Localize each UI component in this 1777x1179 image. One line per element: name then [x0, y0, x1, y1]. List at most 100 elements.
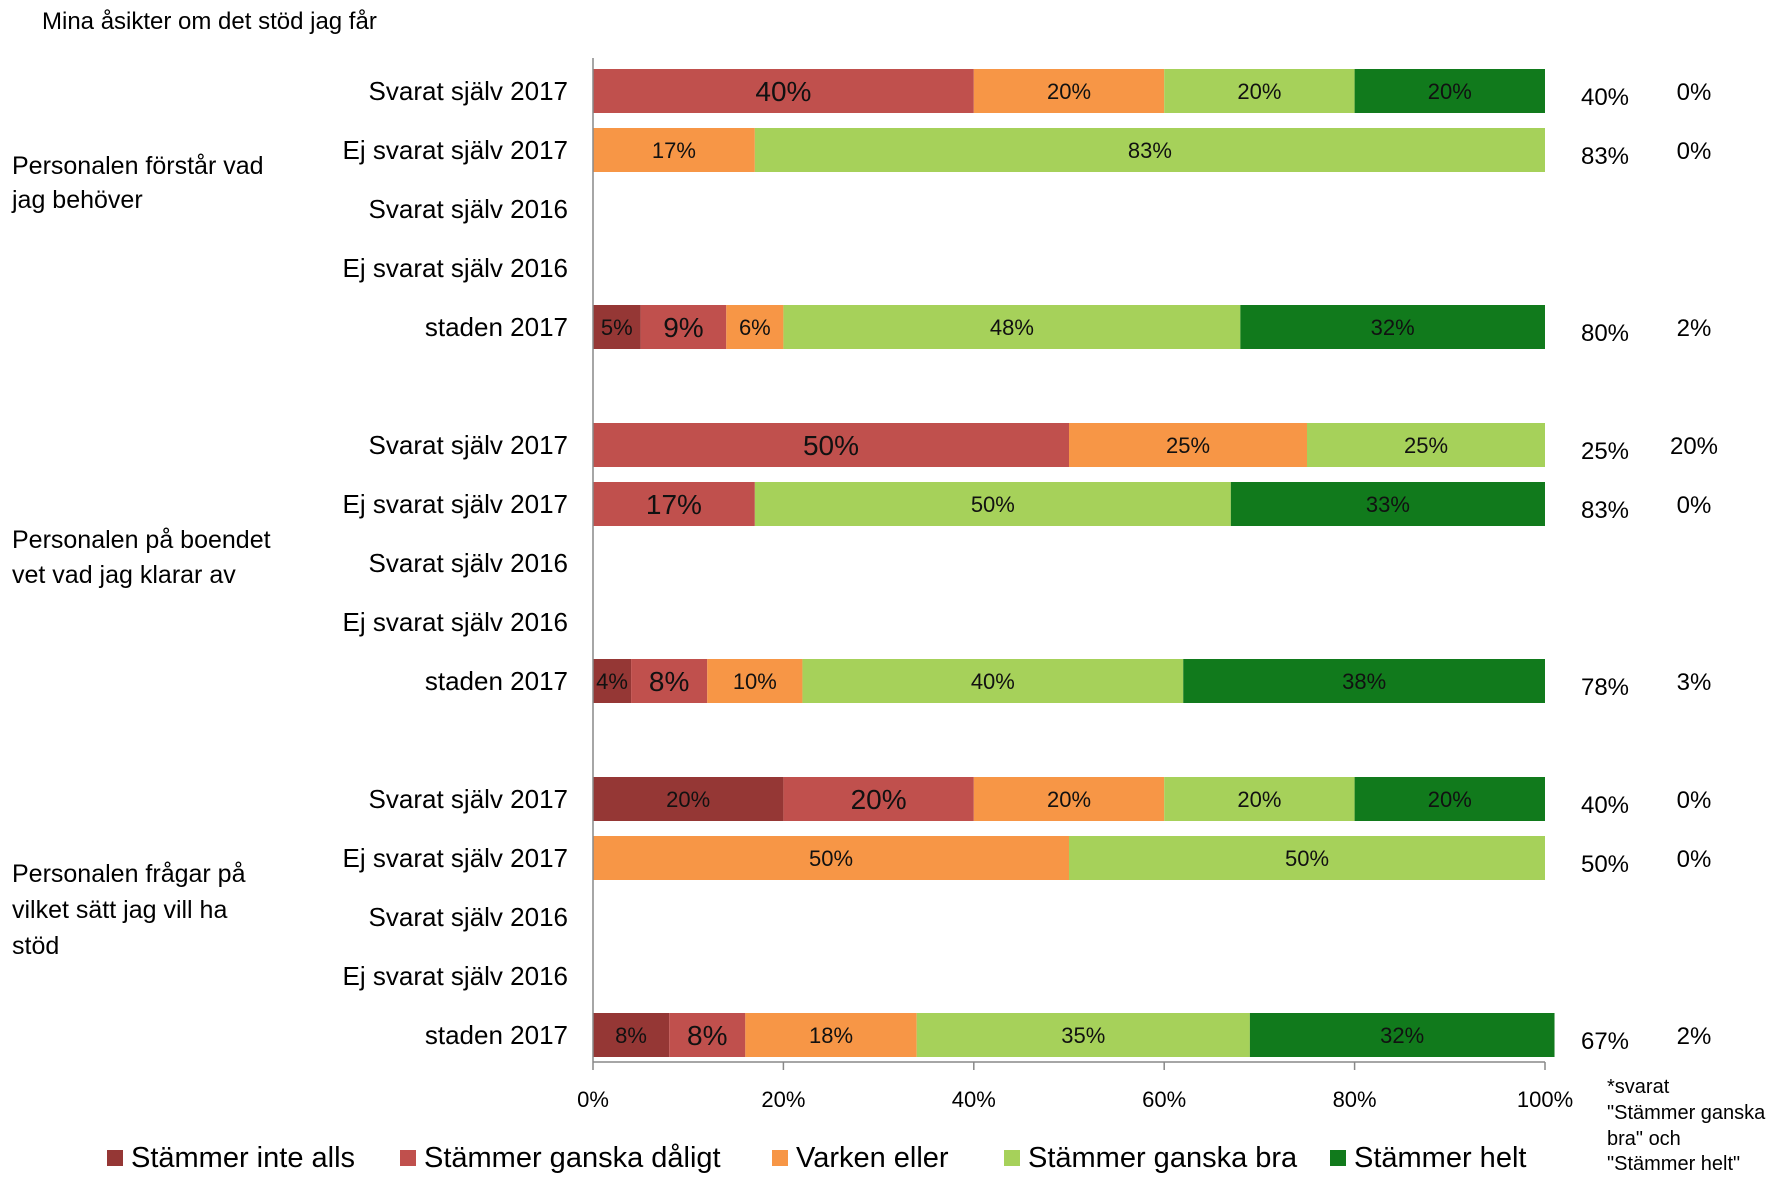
data-label: 20%	[1047, 79, 1091, 104]
data-label: 4%	[596, 669, 628, 694]
data-label: 20%	[666, 787, 710, 812]
summary-value-2: 0%	[1677, 492, 1712, 519]
category-label: Svarat själv 2016	[369, 194, 568, 224]
summary-value: 67%	[1581, 1028, 1629, 1055]
category-label: Ej svarat själv 2016	[343, 961, 568, 991]
bar-segment-varken-eller	[973, 69, 1165, 113]
x-tick-label: 40%	[952, 1087, 996, 1112]
bar-segment-st-mmer-ganska-d-ligt	[783, 777, 974, 821]
data-label: 20%	[1428, 79, 1472, 104]
category-label: Ej svarat själv 2017	[343, 843, 568, 873]
chart-title: Mina åsikter om det stöd jag får	[42, 8, 377, 35]
summary-value-2: 0%	[1677, 846, 1712, 873]
data-label: 20%	[1428, 787, 1472, 812]
data-label: 17%	[652, 138, 696, 163]
category-label: Svarat själv 2017	[369, 784, 568, 814]
data-label: 20%	[1237, 787, 1281, 812]
data-label: 50%	[971, 492, 1015, 517]
bar-segment-varken-eller	[745, 1013, 917, 1057]
category-label: Ej svarat själv 2017	[343, 489, 568, 519]
data-label: 48%	[990, 315, 1034, 340]
bar-segment-st-mmer-ganska-d-ligt	[669, 1013, 746, 1057]
data-label: 8%	[687, 1020, 727, 1051]
category-label: Svarat själv 2016	[369, 548, 568, 578]
bar-segment-varken-eller	[1069, 423, 1307, 467]
summary-value-2: 0%	[1677, 787, 1712, 814]
summary-value: 83%	[1581, 143, 1629, 170]
legend-label: Stämmer helt	[1354, 1142, 1526, 1174]
data-label: 38%	[1342, 669, 1386, 694]
category-label: Ej svarat själv 2016	[343, 253, 568, 283]
legend-label: Stämmer inte alls	[131, 1142, 355, 1174]
bar-segment-st-mmer-helt	[1230, 482, 1545, 526]
bar-segment-st-mmer-ganska-bra	[1164, 777, 1355, 821]
group-label: Personalen på boendet	[12, 526, 271, 554]
category-label: Ej svarat själv 2016	[343, 607, 568, 637]
bar-segment-st-mmer-helt	[1183, 659, 1545, 703]
group-label: stöd	[12, 932, 59, 960]
bar-segment-st-mmer-ganska-bra	[783, 305, 1241, 349]
data-label: 5%	[601, 315, 633, 340]
legend-label: Stämmer ganska bra	[1028, 1142, 1298, 1174]
bar-segment-st-mmer-ganska-bra	[1307, 423, 1545, 467]
legend-swatch	[400, 1150, 416, 1166]
bar-segment-st-mmer-helt	[1354, 777, 1545, 821]
data-label: 33%	[1366, 492, 1410, 517]
summary-value-2: 0%	[1677, 138, 1712, 165]
bar-segment-st-mmer-inte-alls	[593, 305, 641, 349]
summary-value-2: 2%	[1677, 315, 1712, 342]
legend-swatch	[772, 1150, 788, 1166]
bar-segment-st-mmer-ganska-d-ligt	[640, 305, 727, 349]
summary-value: 50%	[1581, 851, 1629, 878]
summary-value: 25%	[1581, 438, 1629, 465]
bar-segment-st-mmer-ganska-bra	[802, 659, 1184, 703]
x-tick-label: 20%	[761, 1087, 805, 1112]
x-tick-label: 80%	[1333, 1087, 1377, 1112]
bar-segment-st-mmer-ganska-bra	[754, 482, 1231, 526]
data-label: 50%	[803, 430, 859, 461]
bar-segment-st-mmer-ganska-d-ligt	[631, 659, 708, 703]
summary-value: 83%	[1581, 497, 1629, 524]
group-label: jag behöver	[11, 186, 143, 214]
summary-value-2: 3%	[1677, 669, 1712, 696]
data-label: 25%	[1404, 433, 1448, 458]
data-label: 32%	[1371, 315, 1415, 340]
category-label: Svarat själv 2017	[369, 76, 568, 106]
footnote-line: "Stämmer ganska	[1607, 1102, 1766, 1124]
summary-value-2: 0%	[1677, 79, 1712, 106]
data-label: 40%	[755, 76, 811, 107]
bar-segment-st-mmer-ganska-d-ligt	[593, 423, 1069, 467]
data-label: 25%	[1166, 433, 1210, 458]
data-label: 32%	[1380, 1023, 1424, 1048]
data-label: 50%	[1285, 846, 1329, 871]
category-label: Ej svarat själv 2017	[343, 135, 568, 165]
bar-segment-st-mmer-ganska-bra	[754, 128, 1545, 172]
category-label: Svarat själv 2016	[369, 902, 568, 932]
bar-segment-st-mmer-inte-alls	[593, 777, 784, 821]
footnote-line: bra" och	[1607, 1128, 1681, 1150]
legend-swatch	[107, 1150, 123, 1166]
data-label: 17%	[646, 489, 702, 520]
group-label: vilket sätt jag vill ha	[12, 896, 227, 924]
data-label: 10%	[733, 669, 777, 694]
summary-value: 78%	[1581, 674, 1629, 701]
category-label: staden 2017	[425, 1020, 568, 1050]
bar-segment-st-mmer-ganska-bra	[916, 1013, 1250, 1057]
data-label: 40%	[971, 669, 1015, 694]
bar-segment-varken-eller	[973, 777, 1165, 821]
bar-segment-varken-eller	[726, 305, 784, 349]
category-label: staden 2017	[425, 666, 568, 696]
bar-segment-st-mmer-inte-alls	[593, 1013, 670, 1057]
bar-segment-varken-eller	[593, 836, 1069, 880]
bar-segment-st-mmer-helt	[1249, 1013, 1555, 1057]
footnote-line: *svarat	[1607, 1076, 1670, 1098]
data-label: 50%	[809, 846, 853, 871]
bar-segment-st-mmer-ganska-bra	[1069, 836, 1545, 880]
summary-value: 80%	[1581, 320, 1629, 347]
data-label: 20%	[1237, 79, 1281, 104]
data-label: 8%	[649, 666, 689, 697]
x-tick-label: 0%	[577, 1087, 609, 1112]
legend-swatch	[1004, 1150, 1020, 1166]
